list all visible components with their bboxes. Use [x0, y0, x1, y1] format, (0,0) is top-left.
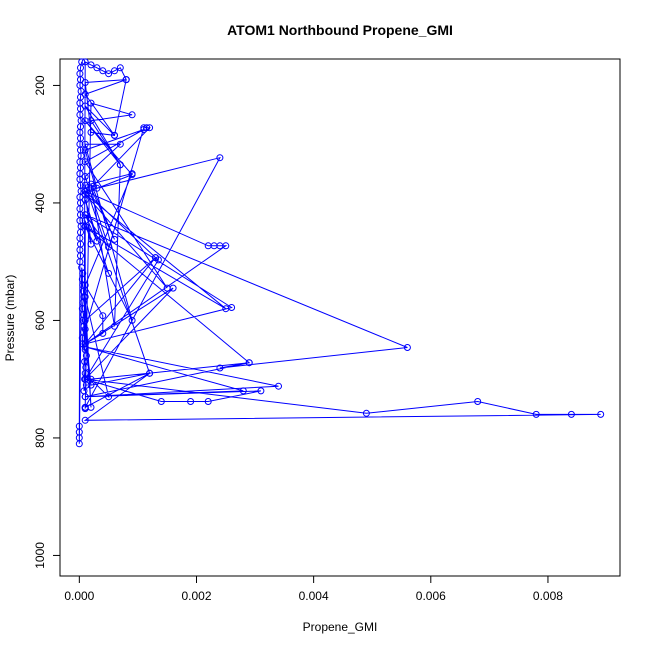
- data-point: [111, 67, 118, 75]
- data-point: [532, 410, 540, 418]
- data-point: [105, 393, 113, 401]
- data-point: [81, 405, 89, 413]
- data-point: [128, 111, 136, 119]
- data-point: [116, 140, 124, 148]
- data-point: [146, 124, 154, 132]
- data-point: [146, 369, 154, 377]
- data-point: [81, 211, 89, 219]
- plot-frame: [59, 58, 621, 577]
- data-point: [105, 243, 113, 251]
- data-point: [87, 128, 95, 136]
- series-layer: [75, 58, 605, 448]
- data-point: [87, 180, 95, 188]
- data-point: [111, 322, 118, 330]
- x-axis: 0.000 0.002 0.004 0.006 0.008: [64, 575, 563, 603]
- y-tick-label: 200: [33, 75, 47, 95]
- data-point: [81, 158, 89, 166]
- y-axis: 200 400 600 800 1000: [33, 75, 61, 569]
- data-point: [87, 184, 95, 192]
- data-point: [257, 387, 265, 395]
- data-point: [81, 58, 89, 66]
- data-point: [239, 387, 247, 395]
- data-point: [245, 359, 253, 367]
- data-point: [99, 329, 107, 337]
- data-point: [75, 440, 83, 448]
- data-point: [157, 398, 165, 405]
- data-point: [204, 398, 212, 405]
- data-point: [81, 102, 89, 110]
- data-point: [567, 410, 575, 418]
- data-point: [99, 312, 107, 320]
- y-tick-label: 800: [33, 428, 47, 448]
- data-point: [216, 154, 224, 162]
- data-point: [474, 398, 482, 405]
- x-tick-label: 0.006: [416, 589, 446, 603]
- data-point: [154, 256, 162, 264]
- data-point: [105, 70, 113, 78]
- data-point: [87, 240, 95, 248]
- data-point: [81, 146, 89, 154]
- data-point: [81, 393, 89, 401]
- y-tick-label: 600: [33, 310, 47, 330]
- y-tick-label: 400: [33, 193, 47, 213]
- data-point: [228, 304, 236, 311]
- data-point: [105, 269, 113, 277]
- data-point: [81, 187, 89, 195]
- data-point: [81, 316, 89, 324]
- data-point: [81, 416, 89, 424]
- data-point: [222, 242, 230, 250]
- x-axis-label: Propene_GMI: [303, 620, 378, 634]
- data-point: [116, 64, 124, 72]
- data-point: [81, 325, 89, 333]
- y-axis-label: Pressure (mbar): [3, 275, 17, 362]
- data-point: [81, 79, 89, 86]
- x-tick-label: 0.002: [181, 589, 211, 603]
- data-point: [87, 99, 95, 107]
- x-tick-label: 0.008: [533, 589, 563, 603]
- data-point: [81, 343, 89, 351]
- data-point: [81, 173, 89, 180]
- x-tick-label: 0.000: [64, 589, 94, 603]
- data-point: [122, 76, 130, 84]
- data-point: [81, 281, 89, 289]
- data-point: [81, 190, 89, 198]
- data-point: [111, 131, 118, 139]
- data-point: [128, 316, 136, 324]
- data-point: [93, 64, 101, 72]
- data-point: [187, 398, 195, 405]
- data-point: [81, 90, 89, 98]
- data-point: [362, 409, 370, 417]
- data-point: [128, 170, 136, 178]
- series-line: [78, 61, 601, 444]
- data-point: [81, 293, 89, 301]
- chart-title: ATOM1 Northbound Propene_GMI: [227, 22, 453, 38]
- x-tick-label: 0.004: [299, 589, 329, 603]
- data-point: [403, 344, 411, 351]
- data-point: [93, 237, 101, 245]
- y-tick-label: 1000: [33, 542, 47, 569]
- data-point: [87, 381, 95, 389]
- data-point: [81, 340, 89, 348]
- data-point: [87, 117, 95, 125]
- data-point: [81, 375, 89, 383]
- data-point: [597, 410, 605, 418]
- data-point: [216, 364, 224, 372]
- data-point: [169, 284, 177, 292]
- data-point: [116, 161, 124, 169]
- data-point: [143, 124, 151, 132]
- data-point: [87, 61, 95, 69]
- data-point: [111, 235, 118, 243]
- data-point: [275, 382, 282, 390]
- data-point: [99, 67, 107, 75]
